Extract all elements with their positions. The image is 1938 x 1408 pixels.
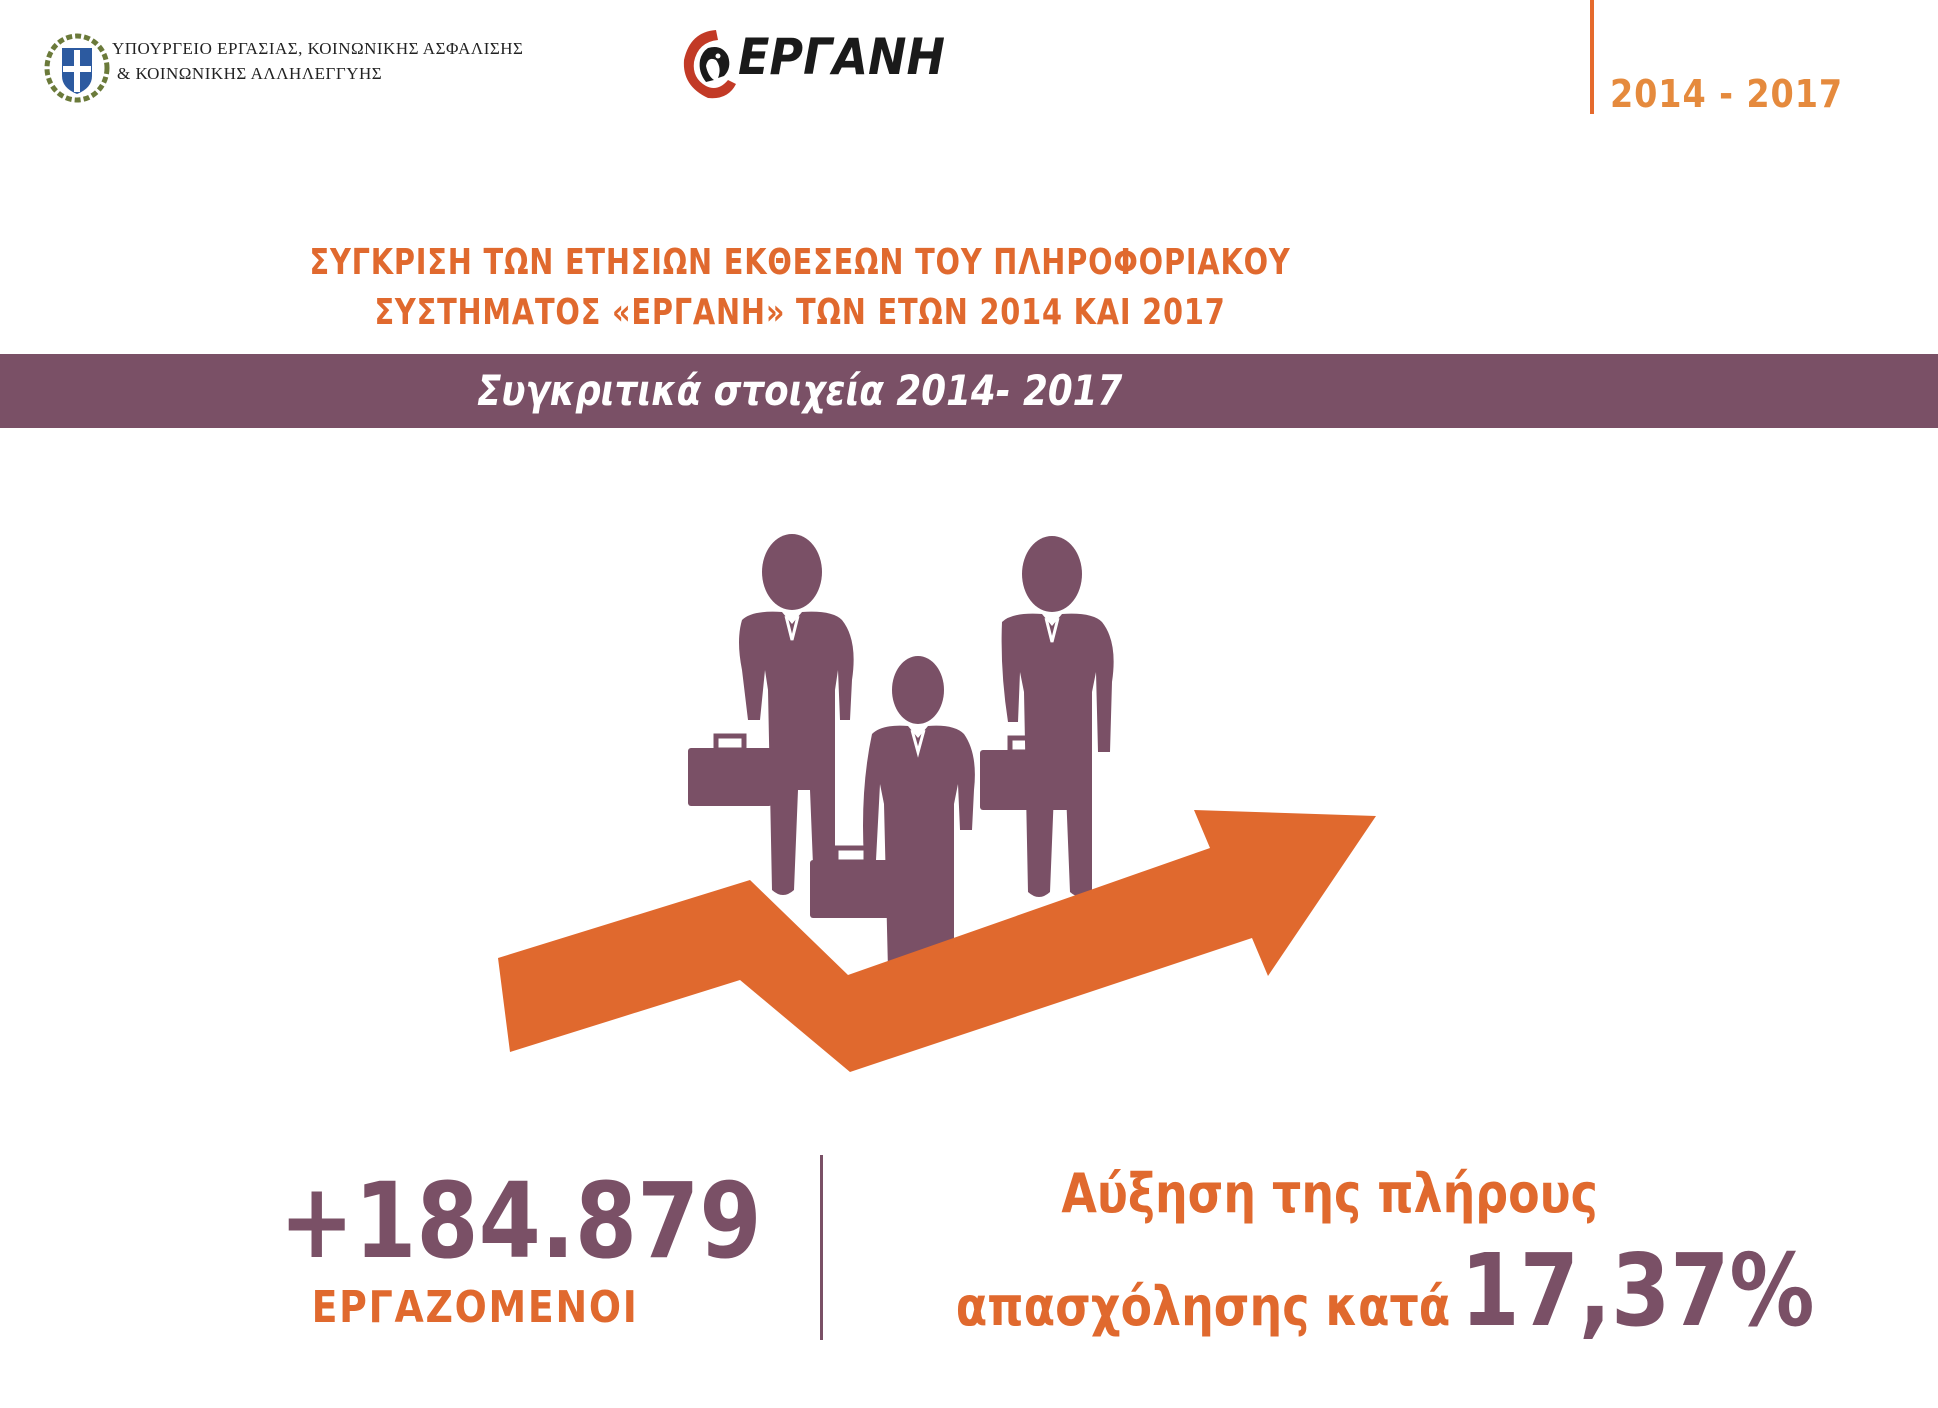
ergani-logo-text: ΕΡΓΑΝΗ — [738, 28, 946, 86]
growth-arrow-icon — [498, 810, 1376, 1072]
ministry-line1: ΥΠΟΥΡΓΕΙΟ ΕΡΓΑΣΙΑΣ, ΚΟΙΝΩΝΙΚΗΣ ΑΣΦΑΛΙΣΗΣ — [112, 39, 524, 58]
businessmen-icon — [688, 534, 1114, 970]
page-title: ΣΥΓΚΡΙΣΗ ΤΩΝ ΕΤΗΣΙΩΝ ΕΚΘΕΣΕΩΝ ΤΟΥ ΠΛΗΡΟΦ… — [0, 238, 1600, 338]
period-label: 2014 - 2017 — [1610, 72, 1843, 116]
ergani-logo-icon — [678, 26, 744, 102]
employees-label-text: ΕΡΓΑΖΟΜΕΝΟΙ — [311, 1282, 639, 1333]
employees-label: ΕΡΓΑΖΟΜΕΝΟΙ — [240, 1282, 710, 1333]
increase-percentage: 17,37% — [1460, 1232, 1815, 1349]
greek-emblem-icon — [42, 28, 112, 104]
ministry-line2: & ΚΟΙΝΩΝΙΚΗΣ ΑΛΛΗΛΕΓΓΥΗΣ — [117, 64, 383, 83]
employees-value-text: +184.879 — [279, 1160, 762, 1282]
increase-line2-text: απασχόλησης κατά — [955, 1275, 1451, 1338]
illustration — [480, 520, 1420, 1080]
ministry-name: ΥΠΟΥΡΓΕΙΟ ΕΡΓΑΣΙΑΣ, ΚΟΙΝΩΝΙΚΗΣ ΑΣΦΑΛΙΣΗΣ… — [112, 36, 632, 86]
stats-divider — [820, 1155, 823, 1340]
banner-text: Συγκριτικά στοιχεία 2014- 2017 — [477, 366, 1123, 415]
increase-line1: Αύξηση της πλήρους — [880, 1162, 1780, 1225]
title-line1: ΣΥΓΚΡΙΣΗ ΤΩΝ ΕΤΗΣΙΩΝ ΕΚΘΕΣΕΩΝ ΤΟΥ ΠΛΗΡΟΦ… — [309, 242, 1291, 283]
increase-line2: απασχόλησης κατά 17,37% — [880, 1232, 1815, 1349]
banner-bar — [0, 354, 1938, 428]
title-line2: ΣΥΣΤΗΜΑΤΟΣ «ΕΡΓΑΝΗ» ΤΩΝ ΕΤΩΝ 2014 ΚΑΙ 20… — [374, 292, 1226, 333]
header-divider — [1590, 0, 1594, 114]
banner-title: Συγκριτικά στοιχεία 2014- 2017 — [0, 354, 1600, 428]
increase-line1-text: Αύξηση της πλήρους — [1061, 1162, 1599, 1225]
employees-value: +184.879 — [240, 1160, 761, 1282]
